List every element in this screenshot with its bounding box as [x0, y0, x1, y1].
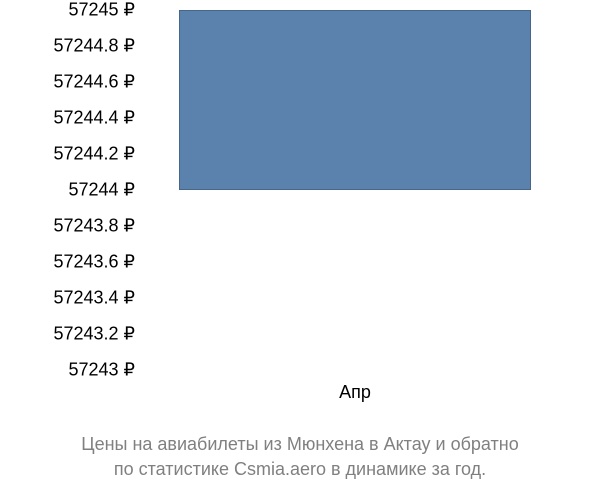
y-tick-label: 57243.8 ₽: [53, 216, 135, 237]
y-tick-label: 57243.4 ₽: [53, 288, 135, 309]
y-tick-label: 57245 ₽: [68, 0, 135, 21]
y-tick-label: 57243.2 ₽: [53, 324, 135, 345]
plot-region: [140, 10, 570, 370]
y-tick-label: 57244 ₽: [68, 180, 135, 201]
x-tick-label: Апр: [339, 382, 371, 403]
y-tick-label: 57244.4 ₽: [53, 108, 135, 129]
y-tick-label: 57244.2 ₽: [53, 144, 135, 165]
y-tick-label: 57244.8 ₽: [53, 36, 135, 57]
y-tick-label: 57243 ₽: [68, 360, 135, 381]
bar: [179, 10, 532, 190]
caption-line-1: Цены на авиабилеты из Мюнхена в Актау и …: [0, 432, 600, 457]
y-axis-labels: 57245 ₽57244.8 ₽57244.6 ₽57244.4 ₽57244.…: [0, 10, 135, 370]
chart-area: 57245 ₽57244.8 ₽57244.6 ₽57244.4 ₽57244.…: [0, 10, 600, 400]
chart-caption: Цены на авиабилеты из Мюнхена в Актау и …: [0, 432, 600, 482]
y-tick-label: 57243.6 ₽: [53, 252, 135, 273]
caption-line-2: по статистике Csmia.aero в динамике за г…: [0, 457, 600, 482]
y-tick-label: 57244.6 ₽: [53, 72, 135, 93]
